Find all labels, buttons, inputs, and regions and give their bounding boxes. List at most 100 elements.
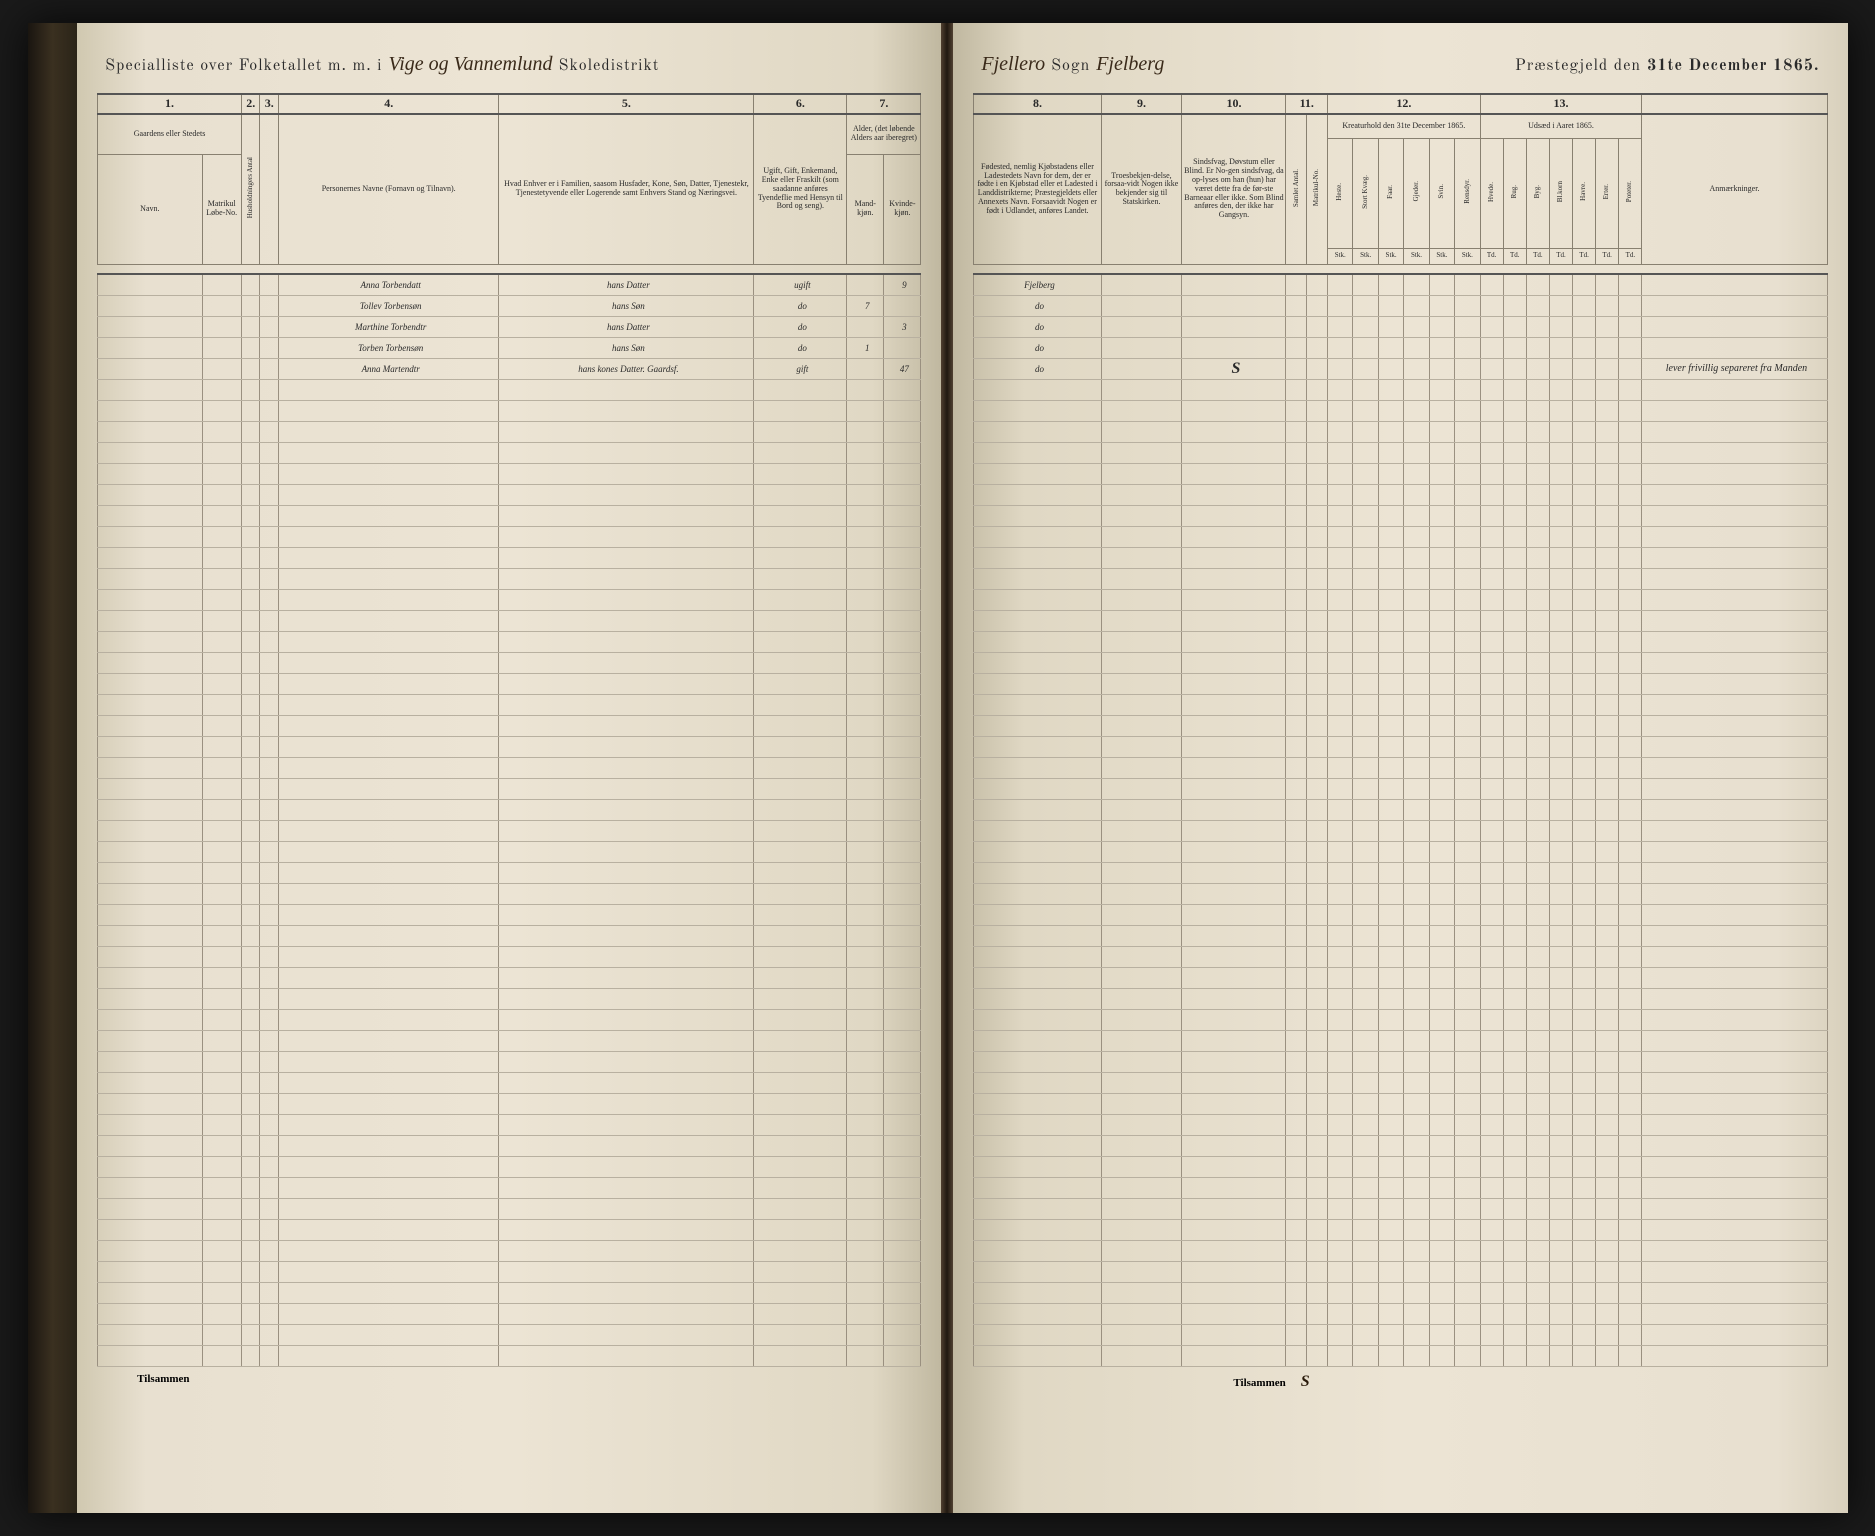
age-m xyxy=(847,316,884,337)
table-row xyxy=(974,1240,1827,1261)
table-row xyxy=(974,1198,1827,1219)
condition xyxy=(1182,295,1286,316)
col-sub: Bl.korn xyxy=(1549,138,1572,248)
left-title: Specialliste over Folketallet m. m. i Vi… xyxy=(97,53,921,93)
table-row xyxy=(974,715,1827,736)
table-row xyxy=(98,547,921,568)
table-row: Marthine Torbendtrhans Datterdo3 xyxy=(98,316,921,337)
footer-sum: S xyxy=(1297,1373,1310,1390)
table-row xyxy=(974,379,1827,400)
table-row xyxy=(98,820,921,841)
book-gutter xyxy=(941,23,953,1513)
condition xyxy=(1182,337,1286,358)
table-row: Anna Martendtrhans kones Datter. Gaardsf… xyxy=(98,358,921,379)
unit: Td. xyxy=(1480,248,1503,264)
col-header: Anmærkninger. xyxy=(1642,114,1827,264)
unit: Td. xyxy=(1503,248,1526,264)
table-row xyxy=(98,1219,921,1240)
left-ledger: 1. 2. 3. 4. 5. 6. 7. Gaardens eller Sted… xyxy=(97,93,921,1367)
col-header: Ugift, Gift, Enkemand, Enke eller Fraski… xyxy=(754,114,847,264)
table-row xyxy=(98,463,921,484)
relation: hans Søn xyxy=(499,337,754,358)
table-row xyxy=(98,505,921,526)
table-row xyxy=(98,1198,921,1219)
table-row xyxy=(98,1345,921,1366)
marital: ugift xyxy=(754,274,847,295)
table-row xyxy=(98,1282,921,1303)
title-text: Skoledistrikt xyxy=(559,56,660,76)
table-row xyxy=(974,841,1827,862)
table-row: Torben Torbensønhans Søndo1 xyxy=(98,337,921,358)
table-row xyxy=(98,589,921,610)
unit: Stk. xyxy=(1404,248,1429,264)
unit: Stk. xyxy=(1429,248,1454,264)
table-row xyxy=(974,400,1827,421)
table-row xyxy=(974,568,1827,589)
table-row xyxy=(974,778,1827,799)
remarks: lever frivillig separeret fra Manden xyxy=(1642,358,1827,379)
col-sub: Gjeder. xyxy=(1404,138,1429,248)
table-row xyxy=(974,1135,1827,1156)
table-row xyxy=(98,400,921,421)
age-k: 47 xyxy=(884,358,921,379)
marital: do xyxy=(754,295,847,316)
col-num: 3. xyxy=(260,94,279,114)
header-row: Gaardens eller Stedets Husholdningers An… xyxy=(98,114,921,154)
table-row xyxy=(98,1261,921,1282)
table-row xyxy=(974,1093,1827,1114)
table-row xyxy=(974,610,1827,631)
relation: hans Datter xyxy=(499,316,754,337)
col-num: 5. xyxy=(499,94,754,114)
table-row xyxy=(974,1156,1827,1177)
table-row xyxy=(98,421,921,442)
census-book: Specialliste over Folketallet m. m. i Vi… xyxy=(28,23,1848,1513)
col-header: Husholdningers Antal xyxy=(241,114,260,264)
table-row: Fjelberg xyxy=(974,274,1827,295)
unit: Td. xyxy=(1573,248,1596,264)
col-sub: Hvede. xyxy=(1480,138,1503,248)
table-row xyxy=(98,1009,921,1030)
table-row xyxy=(974,526,1827,547)
table-row xyxy=(974,547,1827,568)
table-row xyxy=(98,1177,921,1198)
col-sub: Rug. xyxy=(1503,138,1526,248)
col-sub: Stort Kvæg. xyxy=(1353,138,1378,248)
table-row xyxy=(974,463,1827,484)
table-row xyxy=(98,799,921,820)
table-row: Anna Torbendatthans Datterugift9 xyxy=(98,274,921,295)
title-text: Sogn xyxy=(1051,56,1090,76)
age-m: 7 xyxy=(847,295,884,316)
age-k: 9 xyxy=(884,274,921,295)
condition: S xyxy=(1182,358,1286,379)
table-row xyxy=(974,673,1827,694)
col-header: Kreaturhold den 31te December 1865. xyxy=(1328,114,1481,138)
table-row xyxy=(98,610,921,631)
table-row xyxy=(974,1261,1827,1282)
col-header: Troesbekjen-delse, forsaa-vidt Nogen ikk… xyxy=(1101,114,1182,264)
unit: Stk. xyxy=(1378,248,1403,264)
table-row xyxy=(974,799,1827,820)
table-row xyxy=(974,652,1827,673)
col-header: Alder, (det løbende Alders aar iberegret… xyxy=(847,114,921,154)
col-num: 2. xyxy=(241,94,260,114)
table-row xyxy=(974,1072,1827,1093)
table-row xyxy=(98,1135,921,1156)
table-row xyxy=(98,568,921,589)
marital: do xyxy=(754,316,847,337)
table-row xyxy=(98,862,921,883)
birthplace: do xyxy=(974,337,1101,358)
table-row xyxy=(974,442,1827,463)
col-num: 1. xyxy=(98,94,242,114)
col-num: 7. xyxy=(847,94,921,114)
table-row xyxy=(98,1114,921,1135)
table-row xyxy=(974,904,1827,925)
table-row xyxy=(98,715,921,736)
col-num: 10. xyxy=(1182,94,1286,114)
table-row xyxy=(98,652,921,673)
table-row xyxy=(98,694,921,715)
person-name: Anna Torbendatt xyxy=(279,274,499,295)
marital: do xyxy=(754,337,847,358)
col-num: 9. xyxy=(1101,94,1182,114)
table-row: Tollev Torbensønhans Søndo7 xyxy=(98,295,921,316)
unit: Stk. xyxy=(1353,248,1378,264)
